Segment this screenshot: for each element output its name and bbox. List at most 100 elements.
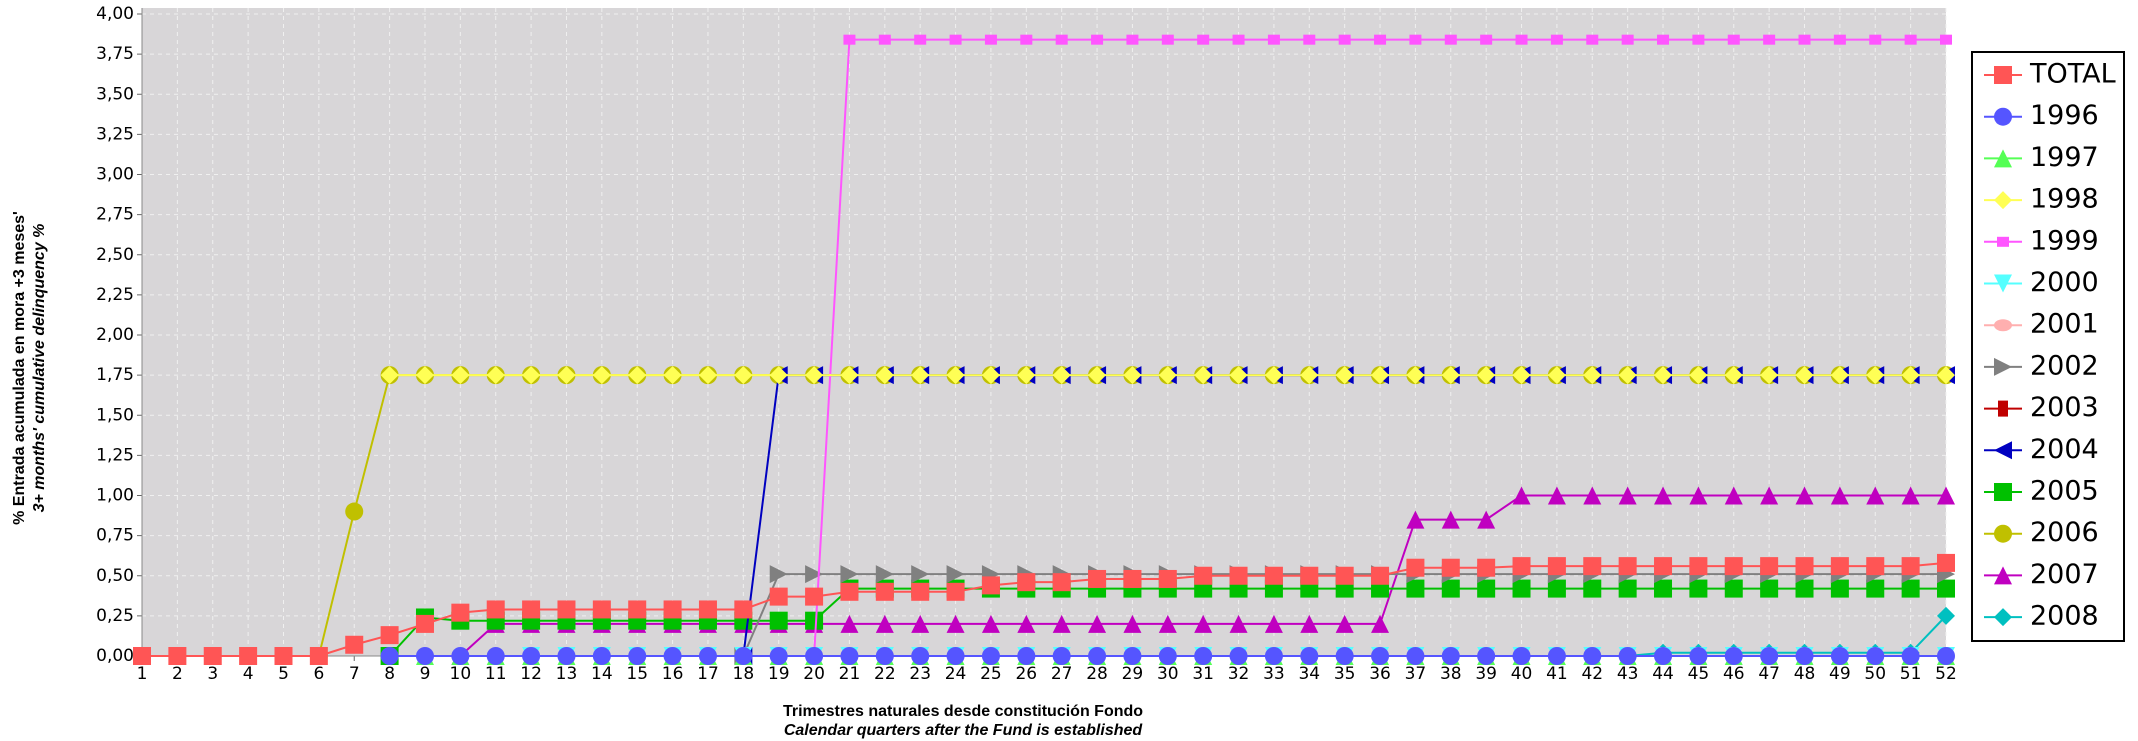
- marker: [1618, 366, 1637, 385]
- marker: [949, 34, 962, 45]
- legend-marker: [1994, 441, 2012, 460]
- marker: [1618, 557, 1637, 576]
- legend-marker: [1994, 608, 2012, 627]
- marker: [805, 366, 824, 385]
- legend-marker: [1994, 357, 2012, 376]
- marker: [1374, 34, 1387, 45]
- marker: [1583, 486, 1602, 505]
- marker: [415, 366, 434, 385]
- marker: [1158, 614, 1177, 633]
- marker: [1158, 366, 1177, 385]
- marker: [1654, 486, 1673, 505]
- marker: [1477, 510, 1496, 529]
- marker: [1586, 34, 1599, 45]
- marker: [1798, 34, 1811, 45]
- y-tick-label: 1,50: [96, 405, 134, 425]
- marker: [1194, 366, 1213, 385]
- legend-label: 1999: [2030, 225, 2099, 256]
- marker: [805, 647, 824, 665]
- marker: [1303, 34, 1316, 45]
- x-tick-label: 17: [697, 664, 719, 684]
- marker: [1724, 557, 1743, 576]
- legend-label: 2003: [2030, 392, 2099, 423]
- marker: [1512, 486, 1531, 505]
- marker: [1088, 569, 1107, 588]
- marker: [628, 600, 647, 619]
- legend-label: 1997: [2030, 142, 2099, 173]
- x-tick-label: 10: [450, 664, 472, 684]
- marker: [1264, 647, 1283, 665]
- marker: [1338, 34, 1351, 45]
- marker: [1017, 573, 1036, 592]
- x-tick-label: 36: [1369, 664, 1391, 684]
- x-tick-label: 14: [591, 664, 613, 684]
- marker: [1406, 558, 1425, 577]
- marker: [1547, 557, 1566, 576]
- marker: [1335, 366, 1354, 385]
- x-tick-label: 48: [1794, 664, 1816, 684]
- marker: [1158, 569, 1177, 588]
- marker: [878, 34, 891, 45]
- marker: [1940, 34, 1952, 45]
- marker: [380, 366, 399, 385]
- marker: [1300, 647, 1319, 665]
- legend-label: 2008: [2030, 601, 2099, 632]
- marker: [1123, 647, 1142, 665]
- marker: [1760, 579, 1779, 598]
- marker: [380, 626, 399, 645]
- marker: [1547, 579, 1566, 598]
- marker: [1901, 647, 1920, 665]
- marker: [1866, 647, 1885, 665]
- marker: [557, 600, 576, 619]
- marker: [843, 34, 856, 45]
- marker: [1055, 34, 1068, 45]
- marker: [1830, 557, 1849, 576]
- marker: [1441, 558, 1460, 577]
- marker: [1583, 557, 1602, 576]
- marker: [911, 647, 930, 665]
- marker: [769, 647, 788, 665]
- marker: [981, 576, 1000, 595]
- x-tick-label: 49: [1829, 664, 1851, 684]
- marker: [1441, 366, 1460, 385]
- marker: [663, 366, 682, 385]
- x-tick-label: 50: [1864, 664, 1886, 684]
- marker: [1267, 34, 1280, 45]
- marker: [239, 647, 258, 665]
- y-axis-title: % Entrada acumulada en mora +3 meses': [11, 211, 28, 525]
- marker: [1760, 486, 1779, 505]
- x-tick-label: 28: [1086, 664, 1108, 684]
- marker: [984, 34, 997, 45]
- x-tick-label: 40: [1511, 664, 1533, 684]
- x-axis-subtitle: Calendar quarters after the Fund is esta…: [784, 722, 1144, 739]
- marker: [1264, 614, 1283, 633]
- legend-marker: [1994, 149, 2012, 168]
- marker: [1017, 647, 1036, 665]
- marker: [1441, 579, 1460, 598]
- marker: [1654, 647, 1673, 665]
- marker: [1091, 34, 1104, 45]
- marker: [769, 587, 788, 606]
- y-tick-label: 2,50: [96, 245, 134, 265]
- marker: [1300, 614, 1319, 633]
- marker: [1869, 34, 1882, 45]
- marker: [1727, 34, 1740, 45]
- marker: [1866, 579, 1885, 598]
- marker: [1161, 34, 1174, 45]
- y-tick-label: 3,50: [96, 84, 134, 104]
- marker: [1477, 647, 1496, 665]
- marker: [1512, 647, 1531, 665]
- series-line: [1627, 615, 1947, 657]
- y-tick-label: 0,00: [96, 646, 134, 666]
- marker: [1901, 366, 1920, 385]
- x-tick-label: 33: [1263, 664, 1285, 684]
- legend-label: 2001: [2030, 309, 2099, 340]
- marker: [1760, 557, 1779, 576]
- legend-label: 2000: [2030, 267, 2099, 298]
- marker: [1654, 557, 1673, 576]
- marker: [1123, 569, 1142, 588]
- y-tick-label: 2,00: [96, 325, 134, 345]
- marker: [1937, 366, 1955, 385]
- marker: [1724, 579, 1743, 598]
- marker: [345, 635, 364, 654]
